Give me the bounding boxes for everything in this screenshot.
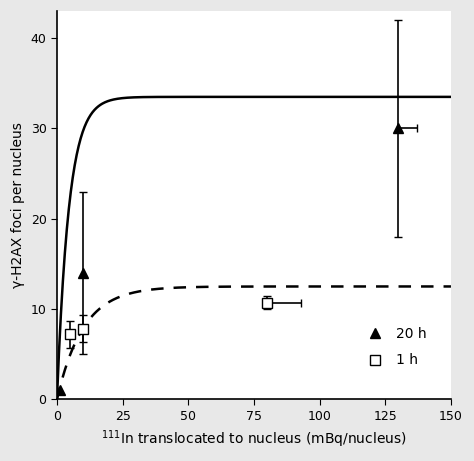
- X-axis label: $^{111}$In translocated to nucleus (mBq/nucleus): $^{111}$In translocated to nucleus (mBq/…: [101, 428, 407, 450]
- Y-axis label: γ-H2AX foci per nucleus: γ-H2AX foci per nucleus: [11, 122, 25, 288]
- Legend: 20 h, 1 h: 20 h, 1 h: [356, 321, 432, 373]
